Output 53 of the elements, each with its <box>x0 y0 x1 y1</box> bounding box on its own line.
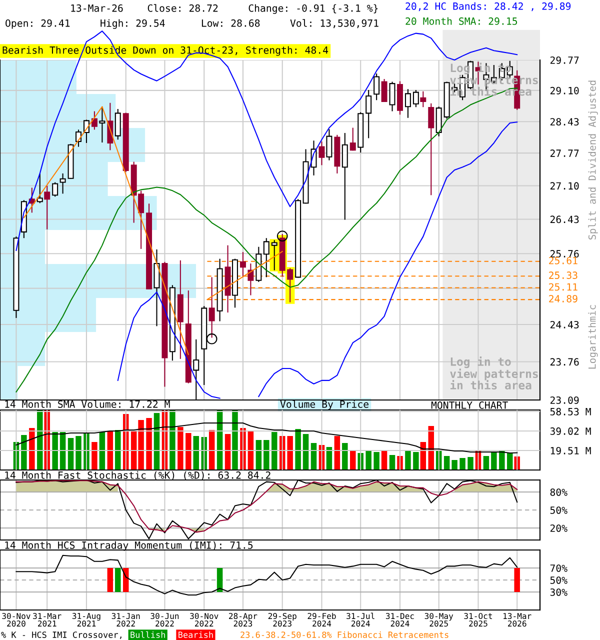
y-tick-label: 28.43 <box>550 118 579 126</box>
x-tick-label: 30-Jun 2022 <box>150 612 179 627</box>
x-tick-label: 29-Feb 2024 <box>308 612 336 627</box>
ref-line-label: 25.11 <box>549 283 578 291</box>
x-tick-label: 28-Apr 2023 <box>229 612 258 627</box>
text: Split and Dividend Adjusted <box>588 80 598 240</box>
x-tick-label: 29-Sep 2023 <box>268 612 296 627</box>
y-tick-label: 70% <box>550 564 568 572</box>
x-tick-label: 31-Jan 2022 <box>112 612 140 627</box>
x-tick-label: 30-Nov 2022 <box>190 612 218 627</box>
text: 20 Month SMA: 29.15 <box>406 17 518 25</box>
x-tick-label: 31-Mar 2021 <box>33 612 62 627</box>
x-tick-label: 13-Mar 2026 <box>504 612 532 627</box>
text: 20,2 HC Bands: 28.42 , 29.89 <box>406 2 571 12</box>
x-tick-label: 30-Nov 2020 <box>2 612 30 627</box>
chart-title: 14 Month Fast Stochastic (%K) (%D): 63.2 84.2 <box>5 471 270 480</box>
text: Bearish <box>178 631 213 638</box>
legend-title: % K - HCS IMI Crossover, <box>1 632 122 640</box>
y-tick-label: 19.51 M <box>550 446 591 454</box>
chart-subtitle: Open: 29.41 High: 29.54 Low: 28.68 Vol: 13,530,971 <box>6 19 378 29</box>
y-tick-label: 58.53 M <box>550 408 591 416</box>
x-tick-label: 30-May 2025 <box>424 612 454 627</box>
y-tick-label: 80% <box>550 488 568 496</box>
text: MONTHLY CHART <box>431 401 508 409</box>
y-tick-label: 26.43 <box>550 216 579 224</box>
y-tick-label: 30% <box>550 588 568 596</box>
y-tick-label: 23.76 <box>550 358 579 366</box>
y-tick-label: 23.09 <box>550 396 579 404</box>
text: Volume By Price <box>280 400 368 410</box>
ref-line-label: 25.61 <box>549 256 578 264</box>
x-tick-label: 31-Aug 2021 <box>72 612 100 627</box>
text: 23.6-38.2-50-61.8% Fibonacci Retracements <box>240 631 448 638</box>
y-tick-label: 50% <box>550 576 568 584</box>
y-tick-label: 29.10 <box>550 86 579 94</box>
y-tick-label: 27.77 <box>550 150 579 157</box>
ref-line-label: 25.33 <box>549 272 578 279</box>
y-tick-label: 24.43 <box>550 320 579 328</box>
y-tick-label: 25.76 <box>550 250 579 258</box>
y-tick-label: 39.02 M <box>550 427 591 435</box>
y-tick-label: 29.77 <box>550 56 579 64</box>
ref-line-label: 24.89 <box>549 294 578 302</box>
y-tick-label: 20% <box>550 524 568 532</box>
chart-title: 13-Mar-26 Close: 28.72 Change: -0.91 {-3.1 %} <box>71 4 378 14</box>
x-tick-label: 31-Jul 2024 <box>346 612 374 627</box>
y-tick-label: 27.10 <box>550 182 579 190</box>
chart-title: 14 Month HCS Intraday Momentum (IMI): 71.5 <box>5 541 253 551</box>
x-tick-label: 31-Dec 2024 <box>386 612 414 627</box>
text: Logarithmic <box>588 305 598 369</box>
band-label: Log in to view patterns in this area <box>450 356 538 390</box>
x-tick-label: 31-Oct 2025 <box>464 612 492 627</box>
y-tick-label: 50% <box>550 506 568 514</box>
series-label: 14 Month SMA Volume: 17.22 M <box>5 400 170 408</box>
text: Bullish <box>130 631 165 638</box>
